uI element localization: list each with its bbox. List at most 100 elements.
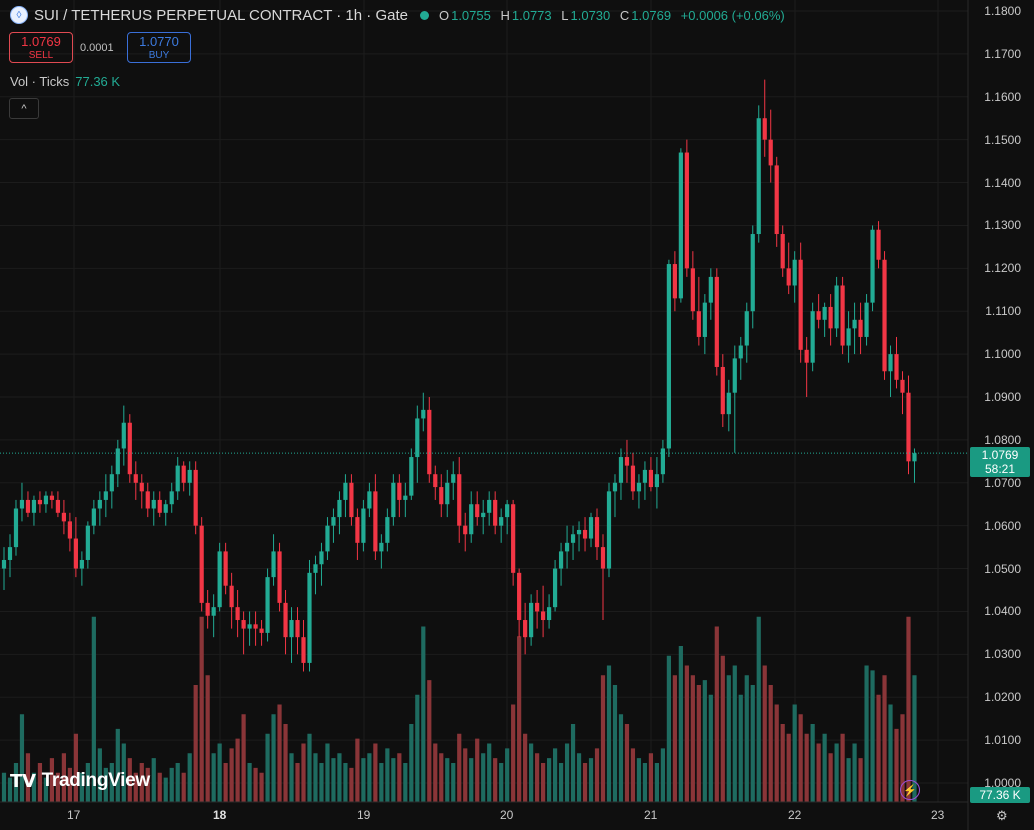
candle-body xyxy=(25,499,31,513)
candle-body xyxy=(79,559,84,569)
price-tick-label: 1.1600 xyxy=(984,89,1021,104)
candle-body xyxy=(385,517,390,543)
volume-bar xyxy=(816,743,821,802)
candle-body xyxy=(115,448,120,475)
volume-bar xyxy=(259,772,264,802)
volume-bar xyxy=(834,743,839,802)
buy-button[interactable]: 1.0770 BUY xyxy=(127,32,191,63)
volume-bar xyxy=(702,680,707,802)
volume-bar xyxy=(780,724,785,802)
volume-bar xyxy=(576,753,582,802)
volume-bar xyxy=(97,748,102,802)
candle-body xyxy=(756,118,761,235)
volume-legend[interactable]: Vol · Ticks 77.36 K xyxy=(10,74,120,89)
tradingview-logo[interactable]: 𝗧𝗩 TradingView xyxy=(10,770,150,792)
volume-bar xyxy=(786,733,791,802)
buy-label: BUY xyxy=(148,50,170,61)
volume-bar xyxy=(888,704,893,802)
volume-bar xyxy=(235,738,240,802)
volume-bar xyxy=(696,685,701,802)
volume-bar xyxy=(475,738,480,802)
volume-bar xyxy=(588,758,594,802)
time-tick-label: 19 xyxy=(357,808,371,822)
volume-bar xyxy=(355,738,360,802)
candle-body xyxy=(570,534,576,543)
candle-body xyxy=(463,525,468,535)
candle-body xyxy=(798,259,803,350)
candle-body xyxy=(355,517,360,543)
volume-bar xyxy=(439,753,444,802)
lightning-icon[interactable]: ⚡ xyxy=(900,780,920,800)
time-tick-label: 21 xyxy=(644,808,658,822)
volume-bar xyxy=(217,743,222,802)
candle-body xyxy=(139,482,144,492)
volume-bar xyxy=(301,743,306,802)
candle-body xyxy=(445,482,450,505)
candle-body xyxy=(678,152,683,299)
candle-body xyxy=(193,469,198,526)
candle-body xyxy=(325,525,330,552)
candle-body xyxy=(546,607,552,621)
candle-body xyxy=(289,620,294,638)
volume-bar xyxy=(900,714,905,802)
candle-body xyxy=(816,311,821,320)
candle-body xyxy=(103,491,108,500)
volume-bar xyxy=(678,646,683,802)
price-tick-label: 1.1000 xyxy=(984,347,1021,362)
candle-body xyxy=(618,457,624,483)
candle-body xyxy=(73,538,78,569)
volume-bar xyxy=(277,704,282,802)
candle-body xyxy=(283,602,288,638)
price-tick-label: 1.1700 xyxy=(984,46,1021,61)
volume-bar xyxy=(367,753,372,802)
candle-body xyxy=(804,349,809,363)
volume-value-tag: 77.36 K xyxy=(970,787,1030,803)
sell-label: SELL xyxy=(28,50,54,61)
change-value: +0.0006 (+0.06%) xyxy=(680,7,785,23)
volume-bar xyxy=(403,763,408,802)
volume-bar xyxy=(55,772,61,802)
volume-bar xyxy=(391,758,396,802)
volume-bar xyxy=(283,724,288,802)
candle-body xyxy=(822,306,827,320)
time-tick-label: 20 xyxy=(500,808,514,822)
volume-bar xyxy=(732,665,737,802)
volume-bar xyxy=(169,767,174,802)
candle-body xyxy=(888,354,893,372)
candle-body xyxy=(337,499,342,518)
candle-body xyxy=(912,453,917,462)
candle-body xyxy=(427,409,432,475)
candle-body xyxy=(672,264,677,299)
volume-bar xyxy=(792,704,797,802)
ohlc-values: O 1.0755 H 1.0773 L 1.0730 C 1.0769 +0.0006 … xyxy=(438,7,785,23)
candle-body xyxy=(421,409,426,419)
price-tick-label: 1.1500 xyxy=(984,132,1021,147)
candle-body xyxy=(654,474,660,488)
volume-bar xyxy=(684,665,689,802)
volume-bar xyxy=(870,670,875,802)
bar-countdown: 58:21 xyxy=(984,462,1016,476)
settings-gear-icon[interactable]: ⚙ xyxy=(996,808,1008,823)
sell-button[interactable]: 1.0769 SELL xyxy=(9,32,73,63)
volume-bar xyxy=(121,743,126,802)
time-tick-label: 18 xyxy=(213,808,227,822)
candle-body xyxy=(91,508,96,526)
candle-body xyxy=(19,499,25,509)
volume-bar xyxy=(43,777,49,802)
time-tick-label: 23 xyxy=(931,808,945,822)
high-value: 1.0773 xyxy=(511,7,552,23)
candle-body xyxy=(588,517,594,539)
volume-bar xyxy=(714,626,719,802)
candle-body xyxy=(558,551,564,569)
collapse-legend-button[interactable]: ^ xyxy=(9,98,39,119)
price-tick-label: 1.0600 xyxy=(984,518,1021,533)
volume-bar xyxy=(463,748,468,802)
symbol-title[interactable]: SUI / TETHERUS PERPETUAL CONTRACT · 1h ·… xyxy=(34,6,408,24)
volume-bar xyxy=(415,694,420,802)
candle-body xyxy=(241,620,246,629)
candle-body xyxy=(211,607,216,616)
volume-bar xyxy=(858,758,863,802)
volume-bar xyxy=(127,758,132,802)
candle-body xyxy=(666,264,671,449)
